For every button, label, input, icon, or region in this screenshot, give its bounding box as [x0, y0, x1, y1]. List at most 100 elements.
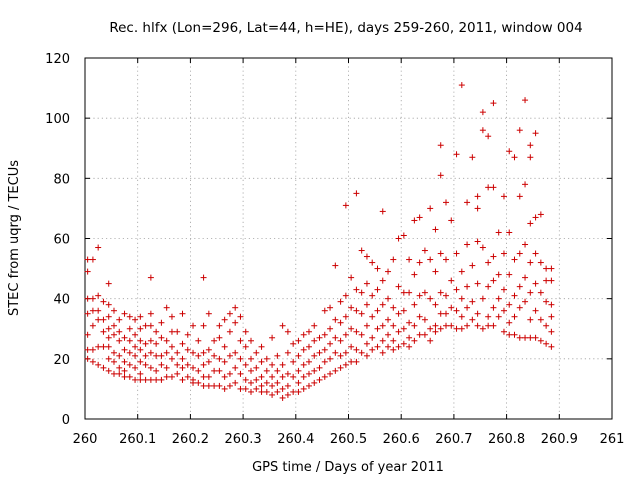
data-point — [516, 127, 523, 134]
data-point — [342, 292, 349, 299]
data-point — [284, 382, 291, 389]
data-point — [321, 346, 328, 353]
data-point — [316, 376, 323, 383]
data-point — [358, 331, 365, 338]
data-point — [411, 322, 418, 329]
data-point — [327, 325, 334, 332]
data-point — [516, 304, 523, 311]
data-point — [495, 313, 502, 320]
data-point — [105, 313, 112, 320]
data-point — [163, 337, 170, 344]
data-point — [100, 364, 107, 371]
data-point — [168, 343, 175, 350]
data-point — [211, 352, 218, 359]
data-point — [121, 373, 128, 380]
data-point — [195, 337, 202, 344]
data-point — [274, 352, 281, 359]
data-point — [527, 142, 534, 149]
data-point — [147, 310, 154, 317]
data-point — [242, 376, 249, 383]
data-point — [311, 337, 318, 344]
data-point — [300, 373, 307, 380]
data-point — [332, 334, 339, 341]
data-point — [174, 370, 181, 377]
data-point — [179, 340, 186, 347]
data-point — [147, 322, 154, 329]
data-point — [284, 349, 291, 356]
data-point — [300, 385, 307, 392]
data-point — [469, 154, 476, 161]
data-point — [400, 307, 407, 314]
data-point — [284, 328, 291, 335]
data-point — [110, 370, 117, 377]
data-point — [258, 382, 265, 389]
data-point — [406, 256, 413, 263]
data-point — [400, 340, 407, 347]
data-point — [116, 328, 123, 335]
data-point — [248, 355, 255, 362]
data-point — [400, 289, 407, 296]
data-point — [448, 322, 455, 329]
data-point — [432, 301, 439, 308]
data-point — [363, 340, 370, 347]
data-point — [327, 355, 334, 362]
data-point — [395, 310, 402, 317]
data-point — [390, 322, 397, 329]
data-point — [327, 340, 334, 347]
data-point — [89, 358, 96, 365]
data-point — [458, 313, 465, 320]
data-point — [342, 331, 349, 338]
data-point — [416, 214, 423, 221]
data-point — [221, 385, 228, 392]
data-point — [305, 358, 312, 365]
data-point — [527, 316, 534, 323]
axis-ticks: 260 260.1 260.2 260.3 260.4 260.5 260.6 260.7 26… — [45, 52, 624, 447]
data-point — [511, 313, 518, 320]
data-point — [548, 265, 555, 272]
data-point — [411, 301, 418, 308]
data-point — [442, 292, 449, 299]
data-point — [353, 328, 360, 335]
data-point — [300, 361, 307, 368]
data-point — [421, 316, 428, 323]
data-point — [158, 361, 165, 368]
data-point — [179, 376, 186, 383]
data-point — [216, 355, 223, 362]
data-point — [363, 253, 370, 260]
data-point — [116, 316, 123, 323]
data-point — [369, 259, 376, 266]
data-point — [527, 220, 534, 227]
data-point — [363, 322, 370, 329]
data-point — [511, 292, 518, 299]
data-point — [353, 190, 360, 197]
data-point — [500, 328, 507, 335]
data-point — [316, 364, 323, 371]
data-point — [290, 373, 297, 380]
data-point — [385, 316, 392, 323]
data-point — [89, 307, 96, 314]
data-point — [211, 337, 218, 344]
data-point — [453, 250, 460, 257]
data-point — [84, 268, 91, 275]
data-point — [311, 367, 318, 374]
data-point — [179, 355, 186, 362]
data-point — [132, 352, 139, 359]
data-point — [427, 337, 434, 344]
data-point — [126, 325, 133, 332]
data-point — [253, 385, 260, 392]
data-point — [279, 394, 286, 401]
data-point — [548, 328, 555, 335]
data-point — [490, 277, 497, 284]
data-point — [237, 370, 244, 377]
data-point — [321, 373, 328, 380]
data-point — [527, 334, 534, 341]
data-point — [437, 172, 444, 179]
data-point — [290, 388, 297, 395]
data-point — [522, 97, 529, 104]
data-point — [237, 313, 244, 320]
data-point — [316, 334, 323, 341]
data-point — [200, 322, 207, 329]
data-point — [153, 367, 160, 374]
data-point — [105, 301, 112, 308]
